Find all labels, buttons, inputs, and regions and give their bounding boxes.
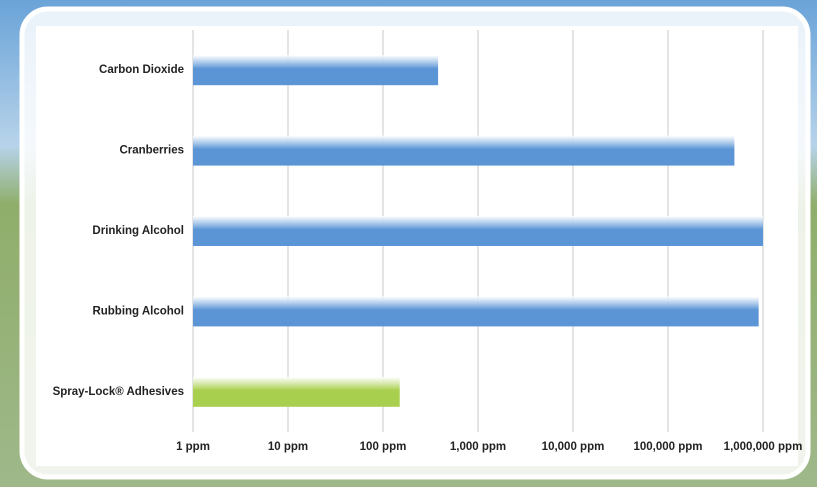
x-tick-label: 10 ppm [268, 441, 308, 453]
y-tick-label: Drinking Alcohol [92, 225, 184, 237]
x-tick-label: 1 ppm [176, 441, 210, 453]
bar [193, 55, 439, 86]
bar [193, 216, 763, 246]
x-tick-label: 1,000 ppm [450, 441, 506, 453]
bar [193, 296, 759, 327]
x-tick-label: 100,000 ppm [633, 441, 702, 453]
bar [193, 135, 735, 166]
x-tick-label: 1,000,000 ppm [724, 441, 803, 453]
y-tick-label: Carbon Dioxide [99, 64, 184, 76]
x-tick-label: 10,000 ppm [542, 441, 605, 453]
y-tick-label: Cranberries [119, 145, 184, 157]
bar [193, 376, 400, 407]
x-tick-label: 100 ppm [360, 441, 407, 453]
y-tick-label: Rubbing Alcohol [92, 305, 184, 317]
y-tick-label: Spray-Lock® Adhesives [53, 386, 184, 398]
